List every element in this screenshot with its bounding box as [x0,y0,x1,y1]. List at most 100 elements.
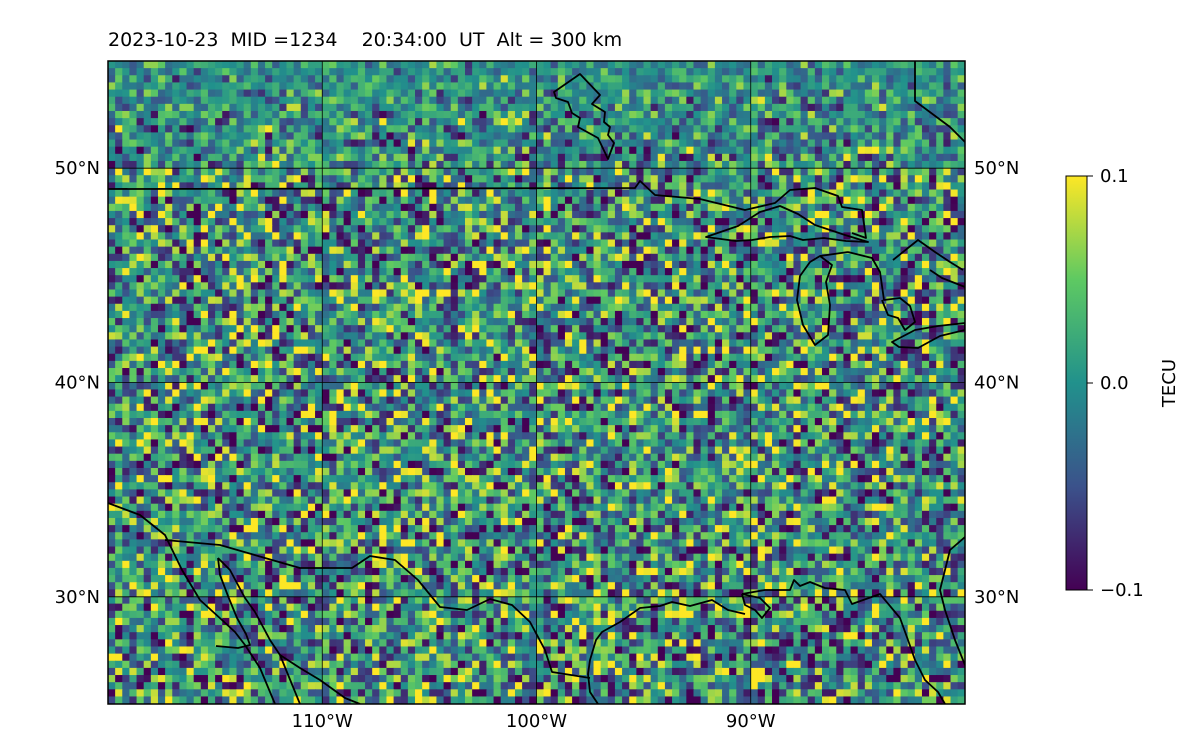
raster-cell [564,232,573,241]
raster-cell [129,75,138,84]
raster-cell [150,260,159,269]
raster-cell [679,89,687,98]
raster-cell [743,260,752,269]
raster-cell [893,175,902,183]
raster-cell [286,96,295,105]
raster-cell [522,260,530,269]
raster-cell [800,210,809,219]
raster-cell [122,346,131,355]
raster-cell [921,118,930,126]
raster-cell [643,189,652,198]
raster-cell [343,253,352,262]
raster-cell [564,203,573,212]
raster-cell [943,210,952,219]
raster-cell [450,196,459,205]
raster-cell [407,232,416,241]
raster-cell [322,339,330,348]
raster-cell [457,139,466,148]
raster-cell [607,260,616,269]
raster-cell [643,182,652,191]
raster-cell [200,260,209,269]
raster-cell [907,210,916,219]
raster-cell [372,75,380,84]
raster-cell [586,253,595,262]
raster-cell [315,339,323,348]
raster-cell [871,89,880,98]
raster-cell [729,225,737,233]
raster-cell [836,289,845,298]
raster-cell [707,232,716,241]
raster-cell [907,318,916,326]
raster-cell [829,68,837,76]
raster-cell [472,225,480,233]
raster-cell [493,310,502,319]
raster-cell [257,89,266,98]
raster-cell [165,260,173,269]
raster-cell [572,103,580,112]
raster-cell [357,289,366,298]
raster-cell [250,246,259,255]
raster-cell [879,175,887,183]
raster-cell [550,75,559,84]
raster-cell [243,82,252,91]
raster-cell [714,296,723,305]
raster-cell [207,118,216,126]
raster-cell [179,246,188,255]
raster-cell [722,260,730,269]
raster-cell [379,189,388,198]
raster-cell [329,132,338,141]
raster-cell [672,268,680,276]
raster-cell [407,246,416,255]
raster-cell [686,203,695,212]
raster-cell [229,232,238,241]
raster-cell [650,132,659,141]
raster-cell [764,310,773,319]
raster-cell [722,289,730,298]
raster-cell [493,189,502,198]
raster-cell [472,325,480,333]
raster-cell [707,225,716,233]
raster-cell [322,260,330,269]
raster-cell [215,325,223,333]
raster-cell [486,346,495,355]
raster-cell [822,325,830,333]
raster-cell [257,153,266,162]
raster-cell [593,282,602,291]
raster-cell [486,96,495,105]
raster-cell [836,232,845,241]
raster-cell [243,146,252,155]
raster-cell [964,110,965,119]
raster-cell [686,303,695,312]
raster-cell [200,325,209,333]
raster-cell [864,282,873,291]
raster-cell [536,275,545,283]
raster-cell [964,189,965,198]
raster-cell [393,82,402,91]
raster-cell [879,303,887,312]
raster-cell [450,232,459,241]
raster-cell [864,346,873,355]
raster-cell [529,160,537,169]
raster-cell [672,260,680,269]
raster-cell [315,89,323,98]
raster-cell [600,318,609,326]
raster-cell [250,175,259,183]
raster-cell [836,218,845,226]
raster-cell [664,303,673,312]
raster-cell [629,296,637,305]
raster-cell [222,289,230,298]
raster-cell [443,289,452,298]
raster-cell [193,325,202,333]
raster-cell [457,268,466,276]
raster-cell [643,289,652,298]
raster-cell [743,332,752,341]
raster-cell [186,282,195,291]
raster-cell [700,260,709,269]
raster-cell [172,146,180,155]
raster-cell [772,289,780,298]
raster-cell [122,139,131,148]
raster-cell [693,325,702,333]
raster-cell [757,82,766,91]
raster-cell [250,68,259,76]
raster-cell [150,75,159,84]
